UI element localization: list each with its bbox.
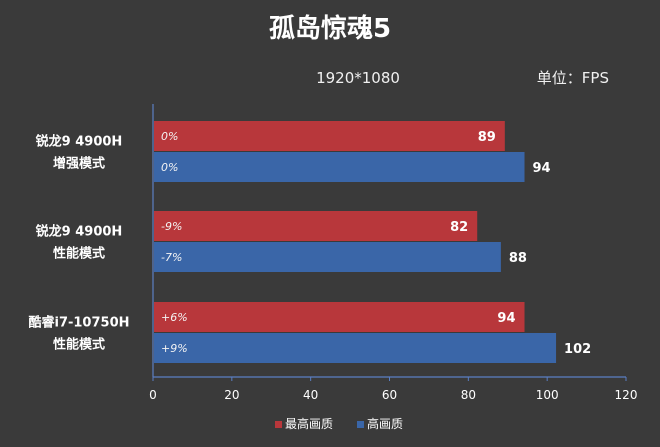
data-label: 89 — [478, 130, 496, 145]
bar — [154, 302, 525, 332]
bar-change-label: +9% — [161, 342, 188, 355]
bar-change-label: +6% — [161, 311, 188, 324]
x-tick-label: 40 — [303, 388, 318, 402]
unit-label: 单位：FPS — [537, 69, 609, 87]
data-label: 82 — [450, 220, 468, 235]
category-label: 锐龙9 4900H — [36, 134, 123, 150]
bar — [154, 152, 525, 182]
legend: 最高画质 高画质 — [275, 416, 403, 431]
x-tick-label: 20 — [224, 388, 239, 402]
chart-title: 孤岛惊魂5 — [269, 13, 391, 44]
bar-change-label: 0% — [161, 161, 178, 174]
legend-swatch — [275, 421, 282, 428]
data-label: 88 — [509, 251, 527, 266]
data-label: 94 — [497, 311, 515, 326]
x-tick-label: 120 — [615, 388, 638, 402]
bar-change-label: 0% — [161, 130, 178, 143]
legend-swatch — [357, 421, 364, 428]
resolution-label: 1920*1080 — [316, 69, 400, 87]
data-label: 102 — [564, 342, 591, 357]
bar — [154, 333, 557, 363]
x-tick-label: 80 — [461, 388, 476, 402]
category-label: 锐龙9 4900H — [36, 224, 123, 240]
x-tick-label: 100 — [536, 388, 559, 402]
category-label: 性能模式 — [53, 246, 105, 262]
category-label: 增强模式 — [53, 156, 105, 172]
category-label: 性能模式 — [53, 337, 105, 353]
category-label: 酷睿i7-10750H — [28, 315, 129, 331]
data-label: 94 — [533, 161, 551, 176]
legend-label: 最高画质 — [285, 416, 333, 431]
bar — [154, 242, 501, 272]
bar-change-label: -9% — [161, 220, 182, 233]
bar — [154, 211, 478, 241]
bar-change-label: -7% — [161, 251, 182, 264]
legend-label: 高画质 — [367, 416, 403, 431]
x-tick-label: 60 — [382, 388, 397, 402]
bar — [154, 121, 505, 151]
x-tick-label: 0 — [149, 388, 157, 402]
